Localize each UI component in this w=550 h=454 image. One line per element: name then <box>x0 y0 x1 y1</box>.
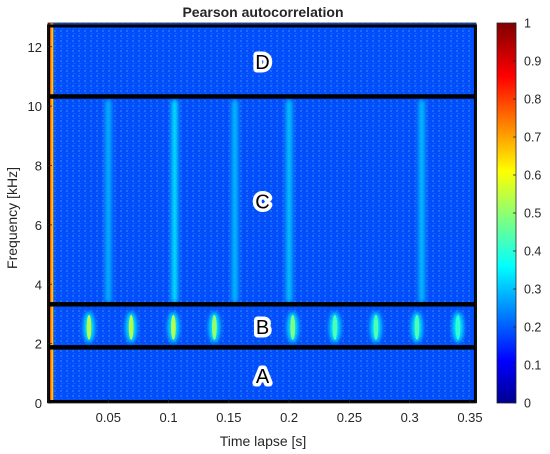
x-tick-label: 0.05 <box>96 410 121 425</box>
colorbar: 0 0.1 0.2 0.3 0.4 0.5 0.6 0.7 0.8 0.9 1 <box>496 17 541 411</box>
band-c-stripe <box>418 100 425 303</box>
band-label: A <box>256 366 270 388</box>
band-b-peak-core <box>290 314 296 340</box>
x-tick-label: 0.25 <box>337 410 362 425</box>
colorbar-tick-label: 0 <box>524 397 531 411</box>
colorbar-tick-label: 0.5 <box>524 207 541 221</box>
x-tick-label: 0.15 <box>216 410 241 425</box>
band-b-peak-core <box>332 314 338 340</box>
colorbar-tick-label: 0.6 <box>524 169 541 183</box>
colorbar-tick-label: 0.9 <box>524 55 541 69</box>
x-tick-label: 0.35 <box>457 410 482 425</box>
y-tick-label: 0 <box>35 396 42 411</box>
band-box-b: B <box>47 303 477 349</box>
colorbar-tick-label: 0.2 <box>524 321 541 335</box>
axes: 0.05 0.1 0.15 0.2 0.25 0.3 0.35 0 2 4 6 8 10 12 <box>28 22 483 425</box>
band-b-peak <box>125 311 137 343</box>
band-b-peaks <box>83 311 464 343</box>
band-b-peak-core <box>373 314 379 340</box>
heatmap-texture <box>48 23 476 403</box>
y-tick-label: 8 <box>35 159 42 174</box>
band-c-stripes <box>105 100 425 303</box>
band-b-peak <box>167 311 179 343</box>
band-c-stripe <box>171 100 178 303</box>
band-label: D <box>255 52 269 74</box>
y-tick-label: 6 <box>35 218 42 233</box>
band-label: C <box>255 191 269 213</box>
band-c-stripe <box>231 100 238 303</box>
lag-zero-strip <box>49 23 52 403</box>
plot-area: A B C D <box>47 23 477 404</box>
lag-zero-strip <box>51 23 54 403</box>
x-tick-label: 0.2 <box>280 410 298 425</box>
band-b-peak-core <box>86 314 92 340</box>
band-b-peak <box>208 311 220 343</box>
band-b-peak <box>452 311 464 343</box>
x-tick-label: 0.1 <box>160 410 178 425</box>
y-tick-label: 10 <box>28 99 42 114</box>
band-b-peak <box>411 311 423 343</box>
y-axis-label: Frequency [kHz] <box>4 167 20 269</box>
axes-frame <box>47 22 477 404</box>
band-b-peak-core <box>455 314 461 340</box>
band-b-peak-core <box>211 314 217 340</box>
band-label: B <box>256 317 269 339</box>
x-tick-label: 0.3 <box>401 410 419 425</box>
band-b-peak <box>370 311 382 343</box>
colorbar-tick-label: 1 <box>524 17 531 31</box>
colorbar-tick-label: 0.3 <box>524 283 541 297</box>
y-tick-label: 4 <box>35 277 42 292</box>
colorbar-tick-label: 0.8 <box>524 93 541 107</box>
band-b-peak-core <box>414 314 420 340</box>
colorbar-tick-label: 0.7 <box>524 131 541 145</box>
band-b-peak-core <box>128 314 134 340</box>
colorbar-tick-label: 0.1 <box>524 359 541 373</box>
band-box-d: D <box>47 24 477 98</box>
band-b-peak <box>329 311 341 343</box>
colorbar-tick-label: 0.4 <box>524 245 541 259</box>
x-axis-label: Time lapse [s] <box>220 433 307 449</box>
band-b-peak <box>83 311 95 343</box>
chart-title: Pearson autocorrelation <box>182 4 343 20</box>
y-tick-label: 2 <box>35 337 42 352</box>
band-outline <box>47 24 477 98</box>
band-b-peak <box>287 311 299 343</box>
y-tick-label: 12 <box>28 40 42 55</box>
band-c-stripe <box>105 100 112 303</box>
band-c-stripe <box>286 100 293 303</box>
band-b-peak-core <box>170 314 176 340</box>
